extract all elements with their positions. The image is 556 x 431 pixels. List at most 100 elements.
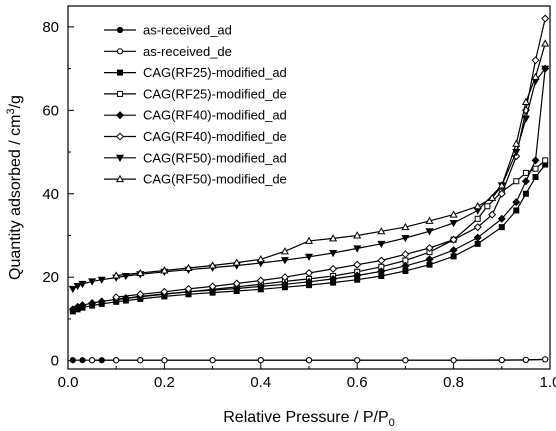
plot-marks [68,14,550,364]
data-point [473,202,482,210]
data-point [353,260,362,269]
legend-marker [116,26,124,34]
data-point [377,227,386,235]
data-point [280,280,289,289]
data-point [449,235,458,244]
data-point [473,223,482,232]
legend-entry: CAG(RF25)-modified_ad [104,65,287,80]
legend-entry: CAG(RF50)-modified_ad [104,150,287,165]
data-point [304,236,314,244]
series-6 [68,65,550,294]
legend-entry: as-received_de [104,44,232,59]
data-point [232,284,241,293]
data-point [401,222,410,231]
data-point [377,256,386,265]
legend-label: CAG(RF50)-modified_de [143,172,287,187]
data-point [136,268,145,277]
data-point [79,357,86,364]
legend-entry: CAG(RF50)-modified_de [104,172,287,187]
data-point [113,357,120,364]
data-point [73,282,82,291]
legend-marker [115,154,125,163]
data-point [521,115,530,123]
legend-entry: as-received_ad [104,23,232,38]
data-point [497,214,506,223]
legend-marker [117,90,123,97]
data-point [68,305,77,314]
data-point [97,276,106,284]
data-point [521,177,530,186]
data-point [136,290,145,299]
data-point [512,139,521,147]
data-point [541,39,550,47]
legend-marker [117,69,123,76]
legend-label: CAG(RF40)-modified_de [143,129,287,144]
data-point [513,178,520,185]
data-point [78,280,87,289]
data-point [497,189,506,198]
legend-entry: CAG(RF25)-modified_de [104,86,287,101]
data-point [232,258,241,266]
data-point [402,357,409,364]
data-point [160,266,169,274]
y-tick-label: 80 [42,19,59,36]
data-point [160,287,169,296]
data-point [401,250,410,259]
data-point [377,240,386,249]
data-point [256,255,265,263]
x-axis-label: Relative Pressure / P/P0 [223,409,395,429]
data-point [474,240,481,247]
data-point [521,97,530,105]
data-point [488,210,497,219]
legend-label: CAG(RF40)-modified_ad [143,108,287,123]
data-point [232,279,241,288]
data-point [531,56,540,65]
data-point [531,156,540,165]
data-point [512,149,521,157]
x-tick-label: 0.8 [443,374,464,391]
data-point [78,301,87,310]
y-axis-label-superscript: 3 [5,108,17,114]
legend-marker [115,111,125,120]
data-point [121,294,130,303]
data-point [89,357,96,364]
data-point [88,299,97,308]
data-point [425,228,434,236]
data-point [497,181,506,189]
y-axis-ticks: 0 20 40 60 80 [42,19,74,370]
data-point [484,203,491,210]
data-point [425,216,434,224]
x-tick-label: 0.6 [347,374,368,391]
data-point [513,207,520,214]
legend-label: as-received_ad [143,23,232,38]
data-point [256,282,265,291]
legend: as-received_ad as-received_de CAG(RF25)-mo… [104,23,287,187]
legend-label: CAG(RF25)-modified_de [143,86,287,101]
data-point [304,269,314,278]
data-point [401,261,410,270]
data-point [280,247,289,255]
data-point [498,224,505,231]
legend-label: CAG(RF50)-modified_ad [143,150,287,165]
data-point [280,273,289,282]
data-point [256,276,265,285]
data-point [531,72,540,80]
x-axis-label-main: Relative Pressure / P/P [223,409,388,426]
x-axis-ticks: 0.0 0.2 0.4 0.6 0.8 1.0 [58,363,556,391]
data-point [522,190,529,197]
data-point [541,65,550,73]
data-point [161,357,168,364]
data-point [257,357,264,364]
legend-marker [115,174,125,183]
data-point [449,210,458,218]
y-tick-label: 40 [42,186,59,203]
x-tick-label: 0.4 [250,374,271,391]
data-point [304,253,314,261]
data-point [353,271,362,280]
data-point [542,356,549,363]
data-point [401,234,410,243]
data-point [112,293,121,302]
data-point [512,198,521,207]
data-point [425,255,434,264]
